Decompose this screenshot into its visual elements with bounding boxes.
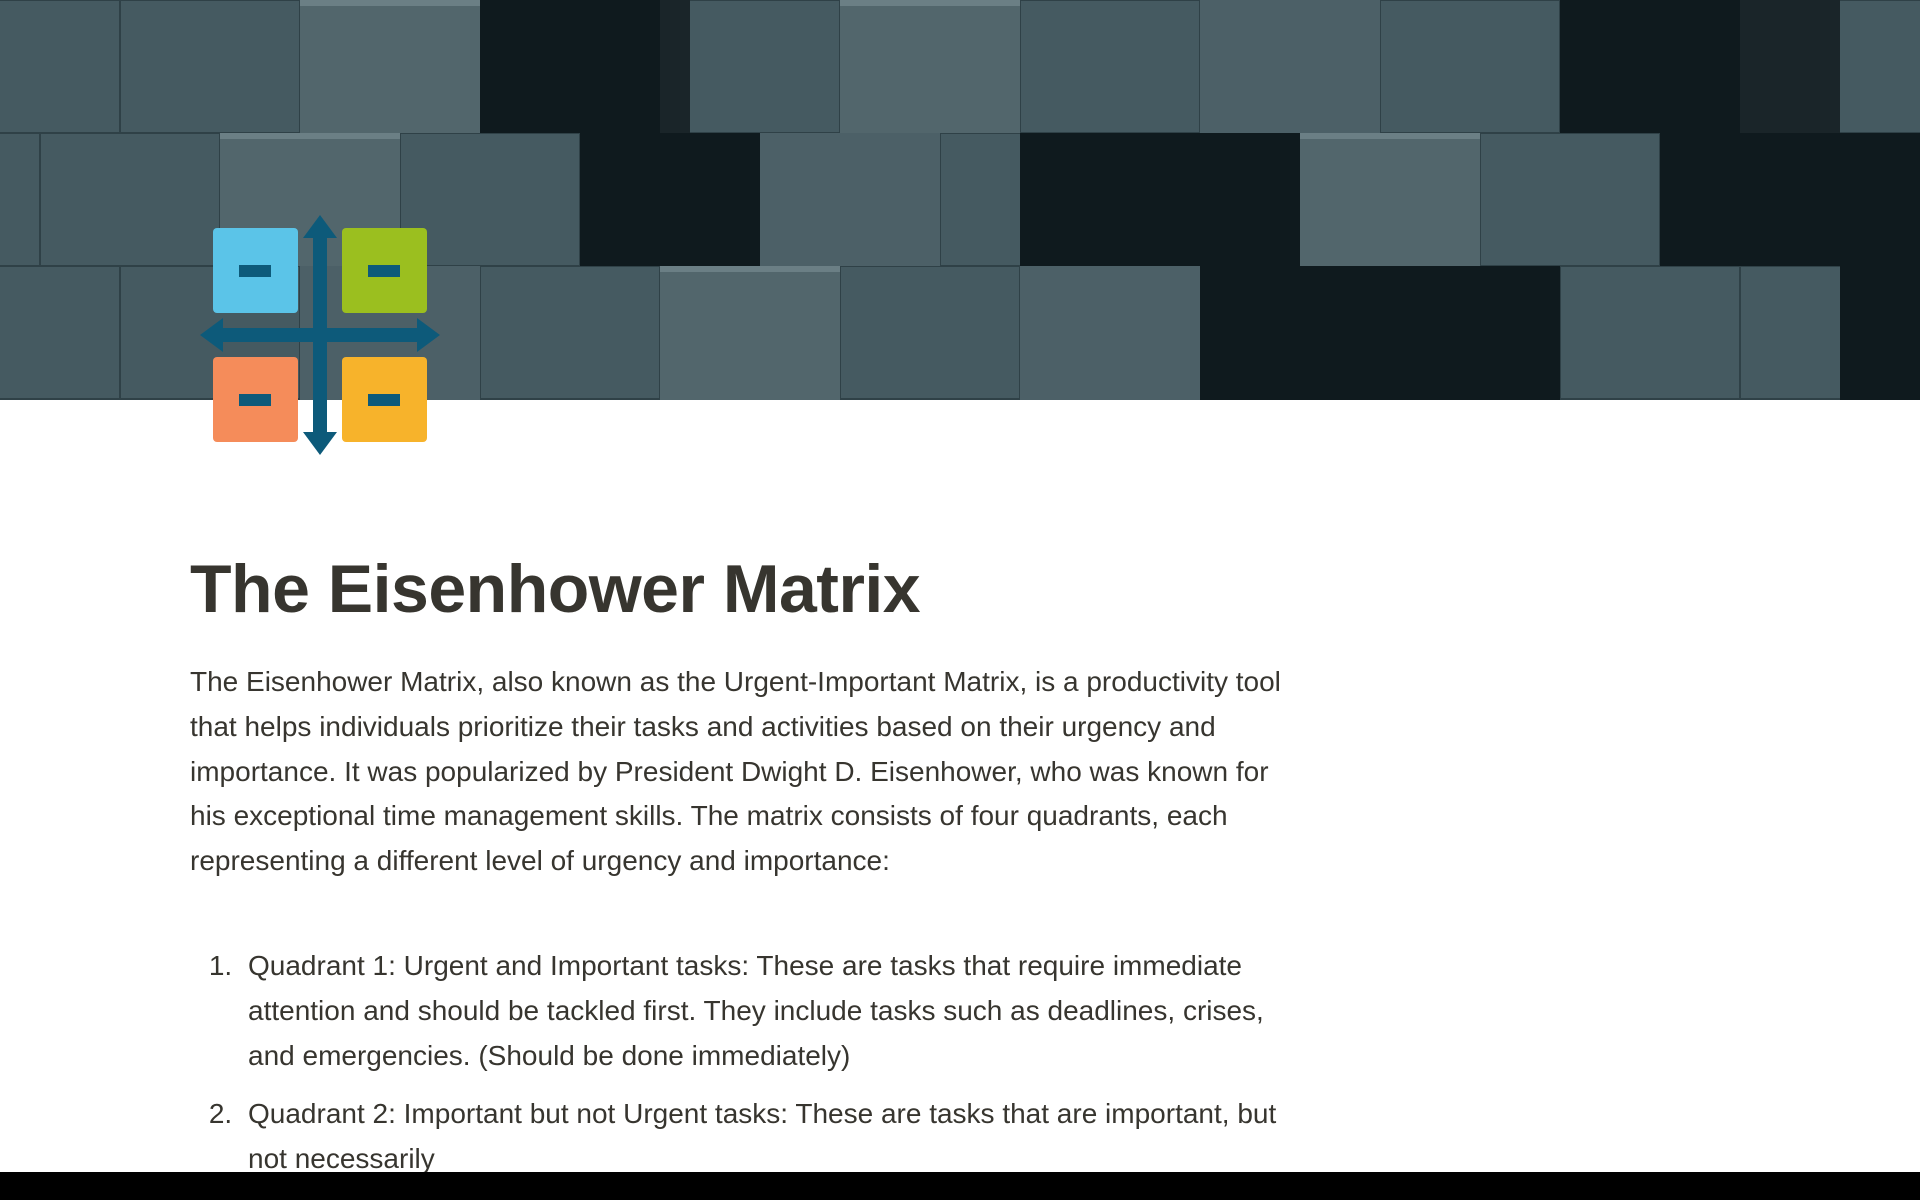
- page-content: The Eisenhower Matrix The Eisenhower Mat…: [0, 550, 1500, 1182]
- quadrant-list: Quadrant 1: Urgent and Important tasks: …: [190, 944, 1310, 1182]
- page-icon[interactable]: [195, 210, 445, 460]
- bottom-letterbox: [0, 1172, 1920, 1200]
- page-title[interactable]: The Eisenhower Matrix: [190, 550, 1310, 628]
- list-item[interactable]: Quadrant 1: Urgent and Important tasks: …: [240, 944, 1310, 1078]
- intro-paragraph[interactable]: The Eisenhower Matrix, also known as the…: [190, 660, 1310, 884]
- matrix-icon: [195, 210, 445, 460]
- list-item[interactable]: Quadrant 2: Important but not Urgent tas…: [240, 1092, 1310, 1182]
